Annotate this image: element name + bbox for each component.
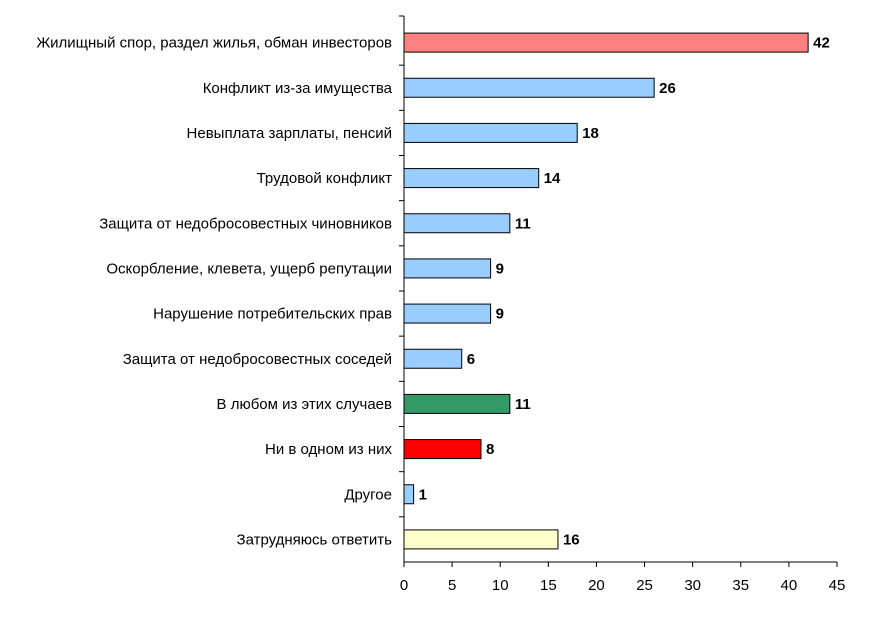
category-label: Оскорбление, клевета, ущерб репутации — [106, 260, 392, 277]
value-label: 1 — [419, 486, 427, 503]
bars-layer — [403, 32, 809, 550]
category-label: Защита от недобросовестных соседей — [123, 351, 392, 368]
category-label: Жилищный спор, раздел жилья, обман инвес… — [36, 35, 392, 52]
category-label: Защита от недобросовестных чиновников — [99, 215, 392, 232]
category-label: Другое — [344, 486, 392, 503]
bar — [403, 77, 655, 98]
bar — [403, 122, 578, 143]
value-label: 11 — [515, 396, 531, 413]
category-label: Трудовой конфликт — [257, 170, 393, 187]
axes: 0 5 10 15 20 25 30 35 40 45 — [399, 15, 846, 594]
bar — [403, 393, 511, 414]
bar — [403, 439, 482, 460]
category-label: Затрудняюсь ответить — [237, 531, 393, 548]
value-label: 9 — [496, 260, 504, 277]
bar — [403, 213, 511, 234]
x-tick-label: 10 — [492, 577, 509, 594]
value-label: 18 — [582, 125, 599, 142]
x-tick-label: 15 — [540, 577, 557, 594]
value-label: 16 — [563, 531, 580, 548]
x-tick-label: 0 — [400, 577, 408, 594]
x-tick-label: 30 — [684, 577, 701, 594]
bar — [403, 348, 463, 369]
bar — [403, 168, 540, 189]
category-label: В любом из этих случаев — [217, 396, 393, 413]
x-tick-label: 45 — [829, 577, 846, 594]
x-tick-label: 40 — [781, 577, 798, 594]
value-label: 9 — [496, 306, 504, 323]
value-label: 42 — [813, 35, 830, 52]
value-label: 11 — [515, 215, 531, 232]
category-label: Ни в одном из них — [265, 441, 392, 458]
x-tick-label: 25 — [636, 577, 653, 594]
category-labels: Жилищный спор, раздел жилья, обман инвес… — [36, 35, 392, 549]
bar — [403, 303, 492, 324]
category-label: Конфликт из-за имущества — [203, 80, 393, 97]
value-label: 14 — [544, 170, 561, 187]
bar — [403, 32, 809, 53]
category-label: Невыплата зарплаты, пенсий — [187, 125, 392, 142]
value-label: 8 — [486, 441, 494, 458]
value-label: 6 — [467, 351, 475, 368]
value-labels: 42 26 18 14 11 9 9 6 11 8 1 16 — [419, 35, 830, 549]
bar — [403, 258, 492, 279]
x-tick-label: 35 — [732, 577, 749, 594]
x-tick-label: 5 — [448, 577, 456, 594]
x-tick-label: 20 — [588, 577, 605, 594]
category-label: Нарушение потребительских прав — [153, 306, 392, 323]
value-label: 26 — [659, 80, 676, 97]
bar — [403, 529, 559, 550]
bar — [403, 484, 415, 505]
